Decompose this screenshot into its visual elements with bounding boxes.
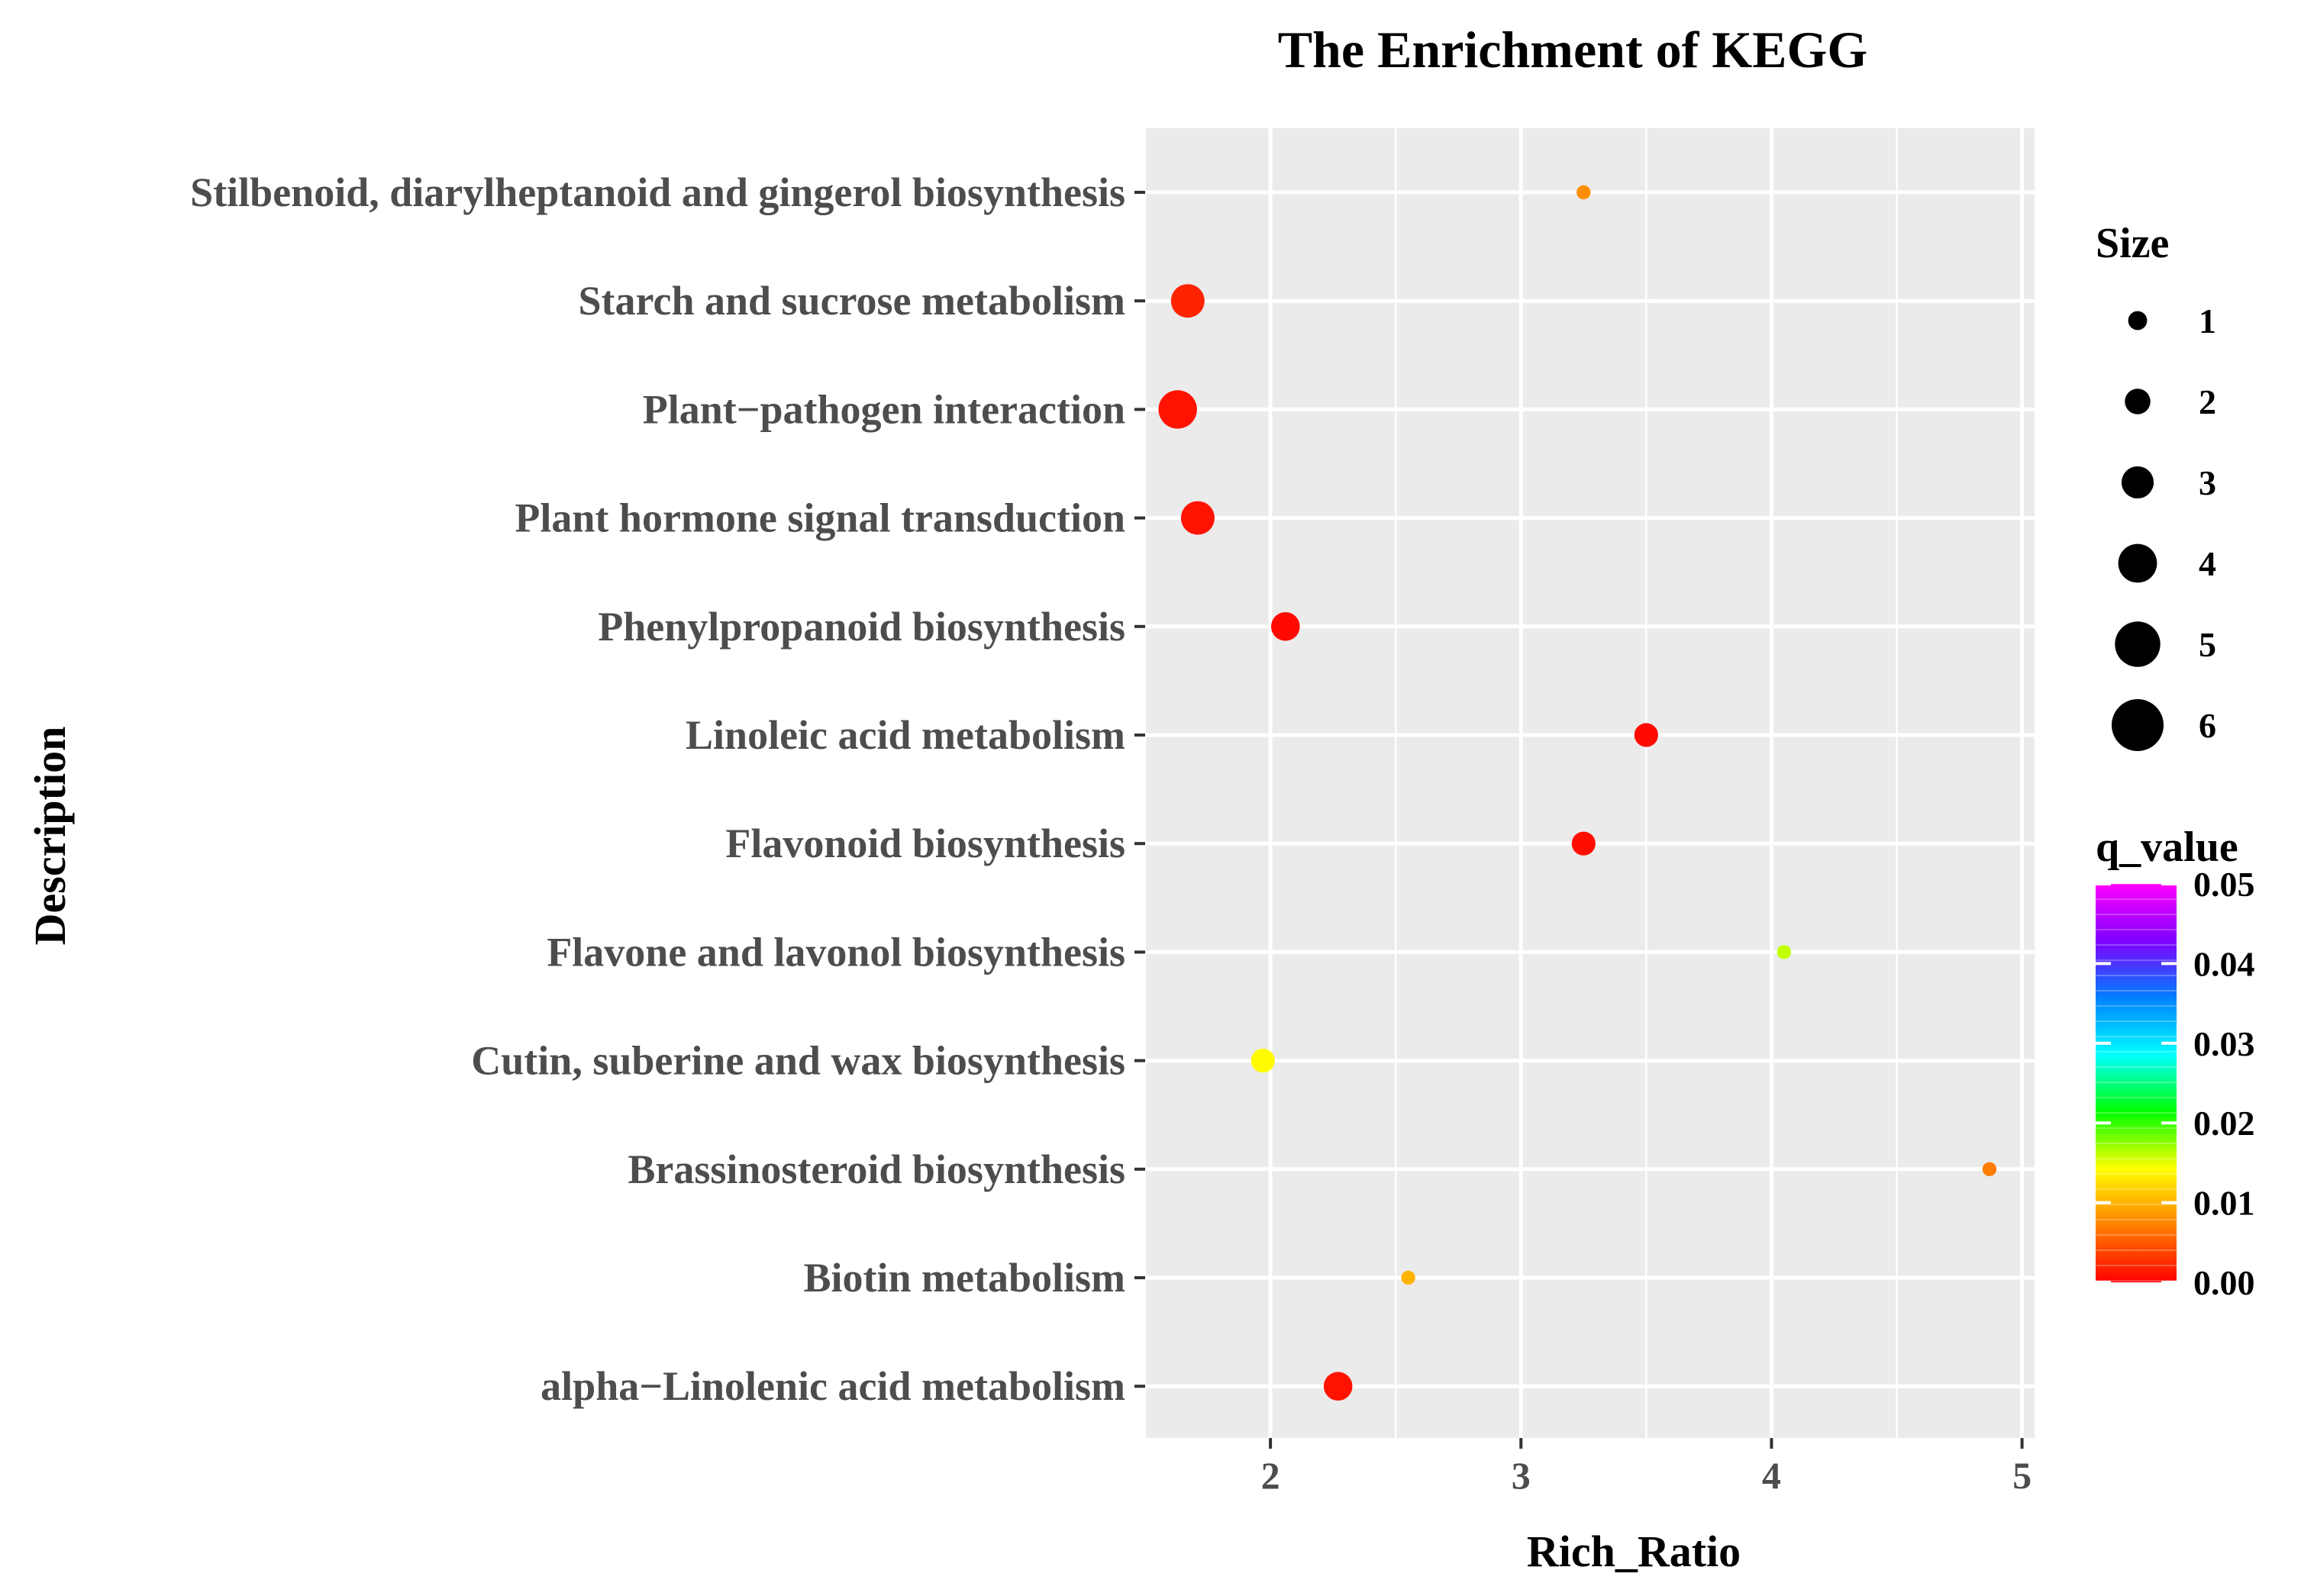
y-axis-title: Description [25, 727, 75, 946]
q-value-colorbar [2096, 884, 2177, 1282]
y-tick-label: Brassinosteroid biosynthesis [628, 1146, 1125, 1192]
data-point [1634, 723, 1658, 747]
x-axis-title: Rich_Ratio [1527, 1527, 1741, 1576]
data-point [1401, 1270, 1415, 1285]
size-legend-label: 4 [2199, 544, 2216, 583]
x-tick-label: 5 [2012, 1454, 2032, 1497]
colorbar-tick-label: 0.03 [2193, 1024, 2255, 1063]
data-point [1180, 501, 1215, 535]
data-points [1158, 185, 1997, 1401]
y-tick-label: alpha−Linolenic acid metabolism [541, 1363, 1125, 1409]
q-value-legend: q_value 0.05 0.04 0.03 0.02 0.01 0.00 [2096, 824, 2255, 1302]
data-point [1571, 831, 1596, 856]
x-axis: 2 3 4 5 [1261, 1438, 2032, 1497]
colorbar-tick-label: 0.02 [2193, 1104, 2255, 1143]
size-legend-key [2115, 621, 2161, 667]
colorbar-tick-label: 0.04 [2193, 944, 2255, 983]
y-tick-label: Cutin, suberine and wax biosynthesis [471, 1038, 1125, 1084]
size-legend-key [2121, 466, 2154, 499]
colorbar-tick-label: 0.01 [2193, 1184, 2255, 1223]
y-tick-label: Phenylpropanoid biosynthesis [598, 604, 1125, 650]
x-tick-label: 2 [1261, 1454, 1280, 1497]
colorbar-tick-label: 0.00 [2193, 1263, 2255, 1302]
size-legend-key [2128, 311, 2148, 330]
data-point [1323, 1372, 1353, 1401]
y-tick-label: Plant−pathogen interaction [643, 386, 1125, 432]
y-tick-label: Stilbenoid, diarylheptanoid and gingerol… [190, 169, 1125, 215]
size-legend-label: 2 [2199, 382, 2216, 421]
data-point [1270, 612, 1300, 641]
y-tick-label: Flavone and lavonol biosynthesis [547, 929, 1125, 975]
size-legend-key [2125, 389, 2151, 414]
size-legend-key [2118, 543, 2157, 583]
y-tick-label: Flavonoid biosynthesis [725, 821, 1125, 866]
y-tick-label: Starch and sucrose metabolism [578, 278, 1125, 324]
size-legend: Size 1 2 3 4 5 6 [2096, 220, 2216, 752]
y-tick-label: Plant hormone signal transduction [515, 495, 1125, 541]
size-legend-label: 3 [2199, 463, 2216, 502]
plot-panel [1145, 128, 2035, 1438]
x-tick-label: 4 [1762, 1454, 1781, 1497]
size-legend-label: 5 [2199, 625, 2216, 664]
y-axis: Stilbenoid, diarylheptanoid and gingerol… [190, 169, 1145, 1409]
q-value-legend-title: q_value [2096, 824, 2238, 871]
data-point [1777, 945, 1792, 959]
chart-title: The Enrichment of KEGG [1278, 21, 1868, 79]
size-legend-key [2111, 698, 2164, 752]
data-point [1982, 1162, 1997, 1177]
size-legend-title: Size [2096, 220, 2169, 267]
grid-lines [1144, 128, 2035, 1438]
size-legend-label: 6 [2199, 706, 2216, 745]
colorbar-tick-label: 0.05 [2193, 865, 2255, 904]
data-point [1158, 390, 1197, 429]
y-tick-label: Biotin metabolism [803, 1255, 1125, 1301]
data-point [1576, 185, 1591, 200]
data-point [1251, 1049, 1275, 1073]
size-legend-label: 1 [2199, 301, 2216, 340]
y-tick-label: Linoleic acid metabolism [686, 712, 1125, 758]
x-tick-label: 3 [1512, 1454, 1531, 1497]
data-point [1170, 284, 1205, 318]
